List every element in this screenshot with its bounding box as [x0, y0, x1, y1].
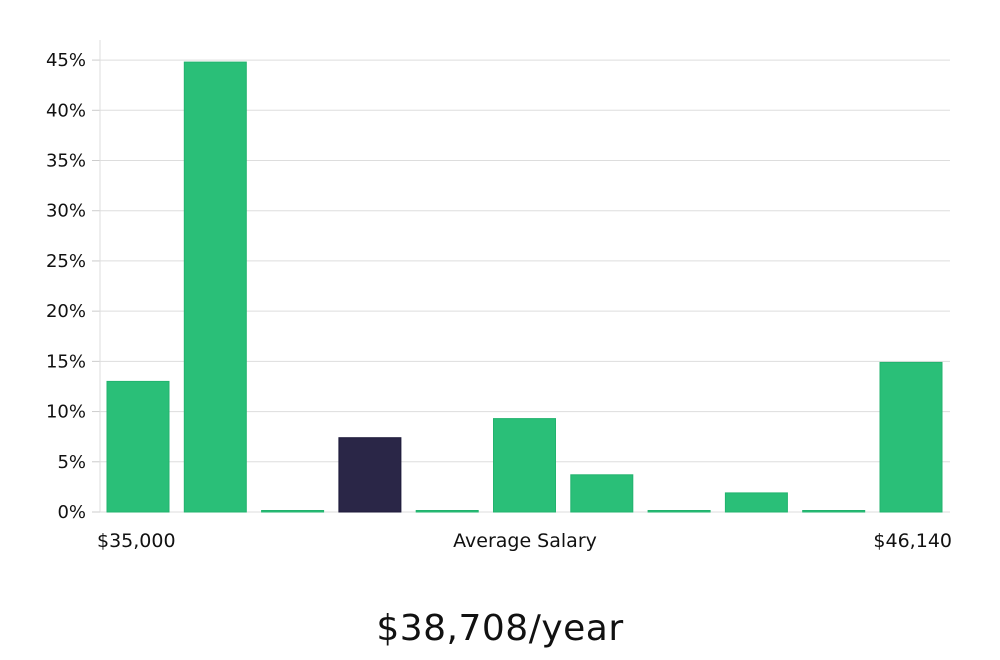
y-tick-label: 10%	[46, 402, 86, 423]
y-tick-label: 0%	[57, 502, 86, 523]
salary-histogram: 0% 5% 10% 15% 20% 25% 30% 35% 40% 45% $35,000 Ave…	[46, 40, 952, 552]
bar	[879, 361, 943, 513]
y-tick-label: 5%	[57, 452, 86, 473]
x-min-label: $35,000	[97, 530, 176, 552]
y-tick-label: 45%	[46, 50, 86, 71]
bar	[493, 418, 556, 513]
bar	[261, 510, 325, 513]
y-tick-label: 25%	[46, 251, 86, 272]
bars	[106, 61, 943, 513]
bar	[570, 474, 634, 513]
bar	[802, 510, 866, 513]
y-tick-label: 20%	[46, 301, 86, 322]
bar	[724, 492, 788, 513]
y-tick-label: 40%	[46, 100, 86, 121]
bar	[106, 380, 170, 513]
y-tick-label: 35%	[46, 151, 86, 172]
y-tick-label: 30%	[46, 201, 86, 222]
bar	[183, 61, 247, 513]
average-salary-figure: $38,708/year	[376, 608, 624, 649]
x-axis-label: Average Salary	[453, 530, 597, 552]
x-max-label: $46,140	[873, 530, 952, 552]
bar-highlighted	[338, 437, 402, 513]
bar	[415, 510, 479, 513]
y-tick-label: 15%	[46, 351, 86, 372]
bar	[647, 510, 711, 513]
y-axis-ticks: 0% 5% 10% 15% 20% 25% 30% 35% 40% 45%	[46, 50, 100, 523]
